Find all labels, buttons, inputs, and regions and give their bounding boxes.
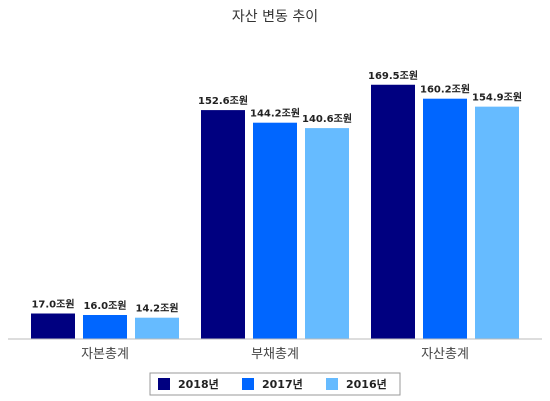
legend-swatch [158, 378, 170, 390]
legend-label: 2016년 [346, 377, 387, 391]
bar [475, 106, 519, 340]
bar-value-label: 154.9조원 [472, 91, 522, 104]
legend: 2018년 2017년 2016년 [158, 377, 387, 391]
legend-swatch [242, 378, 254, 390]
bar-value-label: 160.2조원 [420, 83, 470, 96]
bar-value-label: 14.2조원 [135, 302, 178, 315]
legend-swatch [326, 378, 338, 390]
bar-value-label: 16.0조원 [83, 299, 126, 312]
category-label: 자산총계 [421, 347, 469, 362]
bar [305, 128, 349, 339]
bar-value-label: 140.6조원 [302, 112, 352, 125]
bar [253, 122, 297, 339]
bar-value-label: 17.0조원 [31, 298, 74, 311]
bar-value-label: 152.6조원 [198, 94, 248, 107]
category-labels: 자본총계 부채총계 자산총계 [81, 347, 469, 362]
chart-title: 자산 변동 추이 [232, 9, 318, 25]
legend-label: 2018년 [178, 377, 219, 391]
bar [135, 317, 179, 339]
bar [201, 110, 245, 339]
bar [371, 84, 415, 339]
bar-value-label: 169.5조원 [368, 69, 418, 82]
bar [423, 98, 467, 339]
bar [31, 313, 75, 339]
category-label: 자본총계 [81, 347, 129, 362]
bar-value-label: 144.2조원 [250, 107, 300, 120]
legend-label: 2017년 [262, 377, 303, 391]
bar [83, 315, 127, 339]
category-label: 부채총계 [251, 347, 299, 362]
